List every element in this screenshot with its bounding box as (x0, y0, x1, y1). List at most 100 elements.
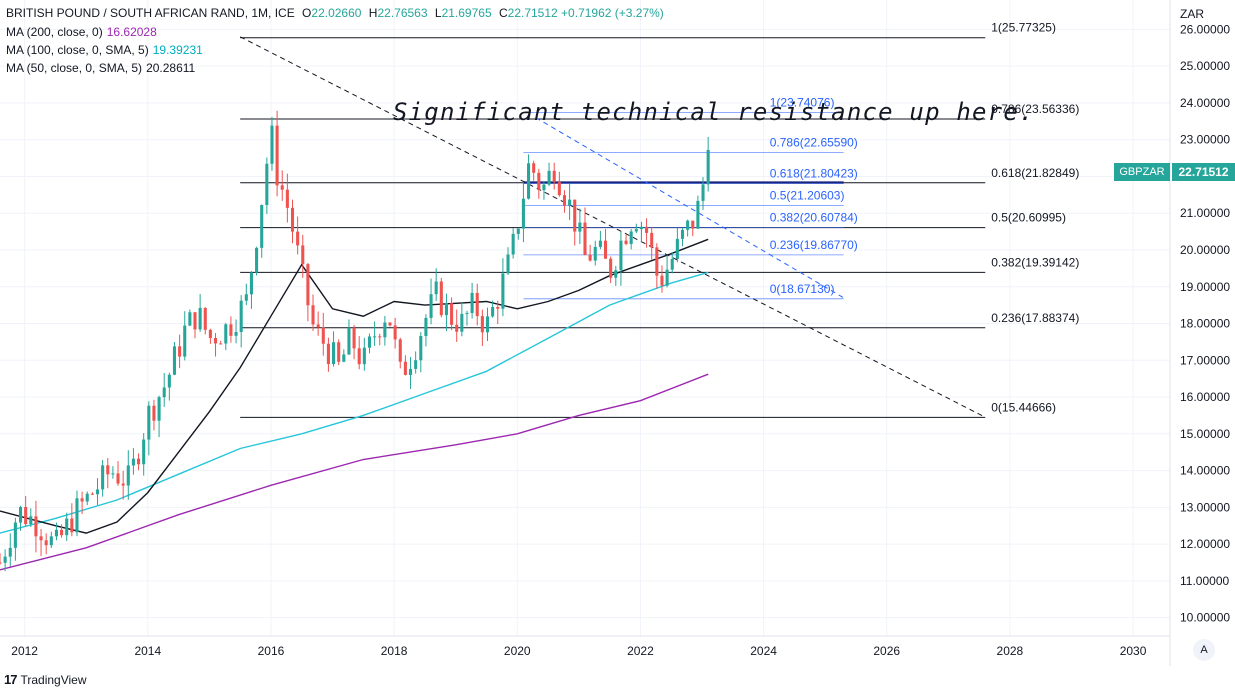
candle-body (542, 184, 546, 191)
candle-body (593, 246, 597, 261)
candle-body (198, 307, 202, 330)
ma200-label: MA (200, close, 0) (6, 25, 103, 39)
candle-body (450, 303, 454, 325)
candle-body (70, 518, 74, 533)
candle-body (429, 294, 433, 318)
y-tick-label: 17.00000 (1180, 353, 1230, 367)
symbol-price-tag: GBPZAR (1114, 163, 1170, 181)
y-tick-label: 26.00000 (1180, 22, 1230, 36)
candle-body (239, 300, 243, 333)
ma200-value: 16.62028 (106, 25, 157, 39)
candle-body (614, 270, 618, 278)
candle-body (393, 325, 397, 340)
fib-large-level-label: 0.382(19.39142) (991, 255, 1079, 269)
candle-body (24, 507, 28, 525)
candle-body (388, 322, 392, 326)
ma200-line (0, 373, 709, 571)
candle-body (686, 220, 690, 230)
candle-body (131, 458, 135, 466)
y-tick-label: 19.00000 (1180, 280, 1230, 294)
candle-body (167, 374, 171, 388)
candle-body (188, 312, 192, 326)
candle-body (332, 342, 336, 365)
candle-body (244, 294, 248, 301)
candle-body (60, 529, 64, 536)
candle-body (624, 240, 628, 244)
ohlc-high-label: H (368, 6, 378, 20)
candle-body (511, 233, 515, 255)
fib-large-level-label: 0.236(17.88374) (991, 311, 1079, 325)
fib-large-level-label: 0.5(20.60995) (991, 211, 1066, 225)
candle-body (465, 313, 469, 315)
candle-body (455, 324, 459, 332)
ma100-label: MA (100, close, 0, SMA, 5) (6, 43, 149, 57)
candle-body (316, 324, 320, 328)
y-tick-label: 13.00000 (1180, 500, 1230, 514)
candle-body (547, 170, 551, 185)
candle-body (496, 307, 500, 309)
candle-body (342, 354, 346, 362)
currency-label: ZAR (1180, 7, 1204, 21)
candle-body (18, 507, 23, 523)
y-tick-label: 20.00000 (1180, 243, 1230, 257)
candle-body (126, 465, 130, 486)
ohlc-close-label: C (498, 6, 508, 20)
candle-body (583, 222, 587, 256)
candle-body (39, 536, 43, 541)
candle-body (290, 207, 295, 232)
y-tick-label: 24.00000 (1180, 96, 1230, 110)
y-tick-label: 14.00000 (1180, 464, 1230, 478)
y-tick-label: 23.00000 (1180, 133, 1230, 147)
candle-body (645, 226, 649, 233)
last-price-tag: 22.71512 (1172, 163, 1235, 181)
candle-body (537, 172, 541, 191)
ma200-legend[interactable]: MA (200, close, 0) 16.62028 (6, 25, 157, 39)
candle-body (29, 516, 33, 525)
fib-large-level-label: 0(15.44666) (991, 400, 1056, 414)
candle-body (75, 498, 79, 533)
candle-body (85, 493, 89, 502)
candle-body (157, 397, 161, 421)
x-tick-label: 2020 (504, 644, 531, 658)
ma50-label: MA (50, close, 0, SMA, 5) (6, 61, 143, 75)
tradingview-brand: TradingView (20, 672, 87, 687)
candle-body (691, 220, 695, 229)
tradingview-footer[interactable]: 17 TradingView (0, 672, 87, 687)
candle-body (13, 522, 17, 548)
candle-body (208, 329, 212, 338)
candle-body (275, 125, 279, 186)
ohlc-low-label: L (434, 6, 442, 20)
candle-body (301, 245, 305, 265)
x-tick-label: 2030 (1120, 644, 1147, 658)
candle-body (362, 347, 366, 365)
y-tick-label: 11.00000 (1180, 574, 1229, 588)
auto-scale-button[interactable]: A (1193, 639, 1215, 661)
ma100-legend[interactable]: MA (100, close, 0, SMA, 5) 19.39231 (6, 43, 203, 57)
ma50-line (0, 238, 709, 534)
candle-body (629, 231, 633, 244)
candle-body (111, 473, 115, 475)
candle-body (260, 205, 264, 248)
trendline (239, 36, 986, 418)
y-tick-label: 15.00000 (1180, 427, 1230, 441)
trendline (535, 117, 844, 299)
candle-body (434, 281, 438, 295)
candle-body (249, 272, 253, 295)
candle-body (475, 292, 479, 317)
candle-body (460, 313, 464, 332)
x-tick-label: 2014 (134, 644, 161, 658)
candle-body (444, 303, 448, 316)
candle-body (378, 336, 382, 338)
candle-body (0, 562, 2, 564)
candle-body (480, 316, 484, 333)
candle-body (588, 255, 592, 261)
candle-body (562, 195, 567, 206)
candle-body (49, 536, 53, 546)
ohlc-open-label: O (302, 6, 312, 20)
fib-large-level-label: 0.786(23.56336) (991, 102, 1079, 116)
y-tick-label: 21.00000 (1180, 206, 1230, 220)
candle-body (706, 149, 710, 185)
candle-body (680, 229, 685, 239)
ma50-legend[interactable]: MA (50, close, 0, SMA, 5) 20.28611 (6, 61, 195, 75)
